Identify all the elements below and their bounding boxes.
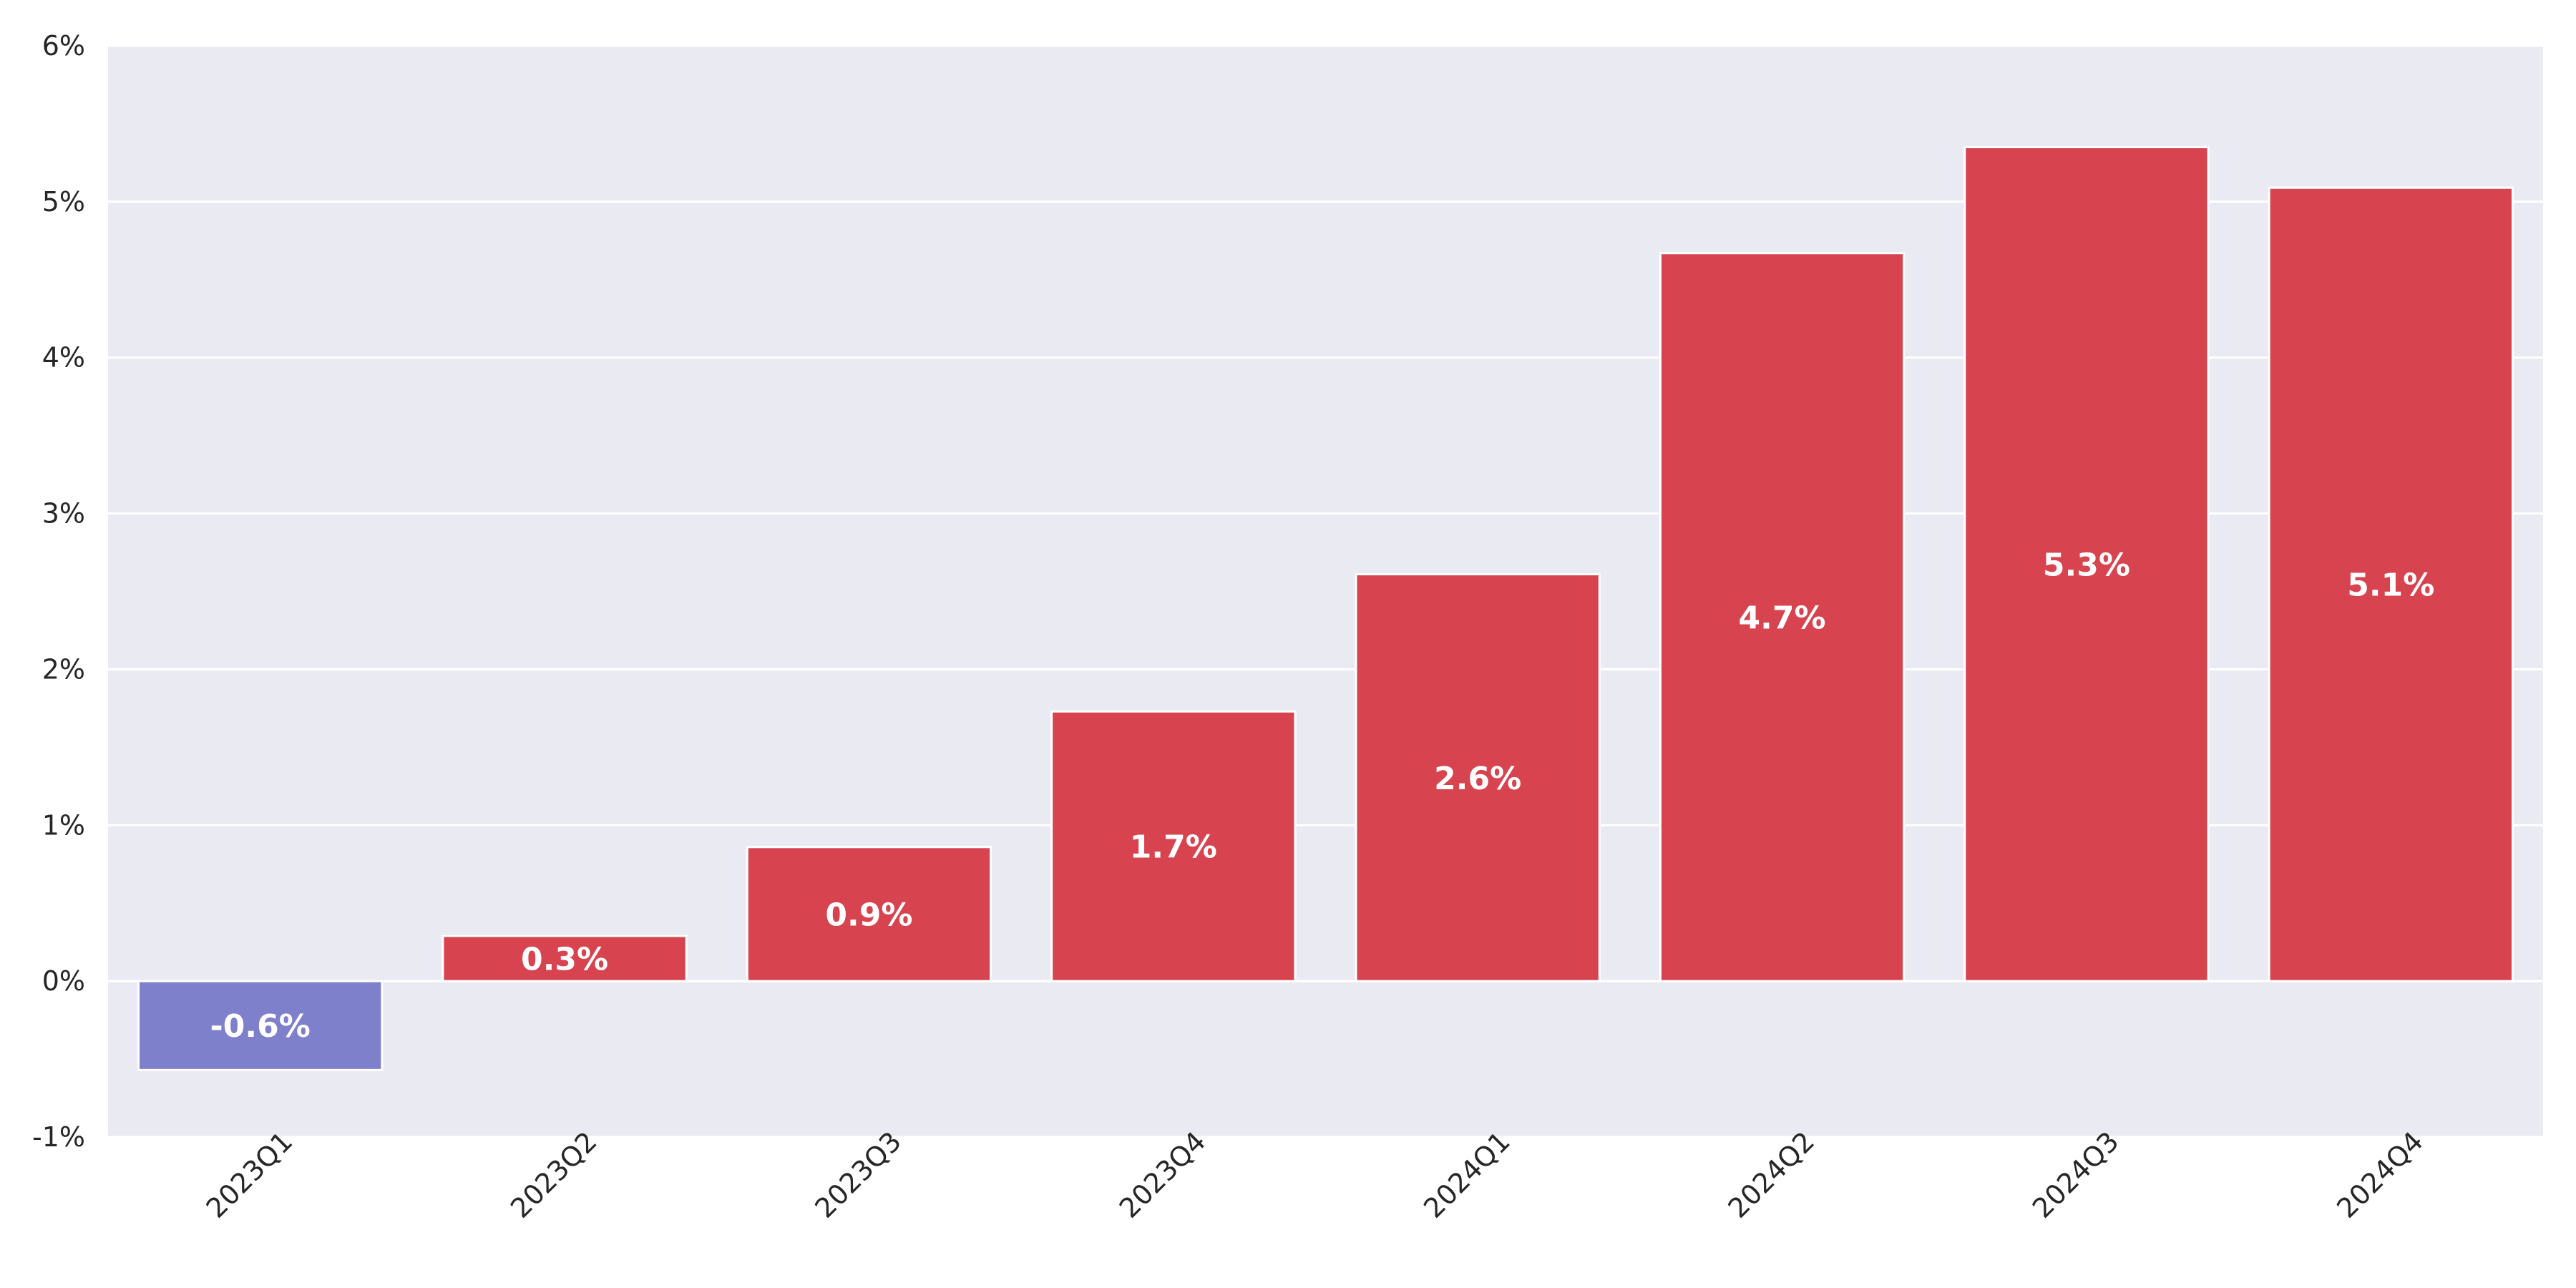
y-tick-label: -1%	[32, 1121, 85, 1153]
x-tick-label: 2024Q3	[2026, 1126, 2125, 1224]
y-axis: -1% 0% 1% 2% 3% 4% 5% 6%	[32, 30, 85, 1153]
bar-value-label: 4.7%	[1739, 600, 1826, 636]
y-tick-label: 5%	[42, 186, 85, 218]
x-tick-label: 2023Q4	[1113, 1126, 1212, 1224]
bar	[441, 935, 688, 982]
bar-value-label: 5.1%	[2347, 567, 2434, 604]
y-tick-label: 2%	[42, 653, 85, 685]
bar	[1659, 252, 1906, 982]
x-tick-label: 2024Q1	[1418, 1126, 1516, 1224]
x-tick-label: 2024Q2	[1722, 1126, 1820, 1224]
y-tick-label: 0%	[42, 965, 85, 997]
bar	[1963, 146, 2210, 982]
y-tick-label: 6%	[42, 30, 85, 62]
y-tick-label: 1%	[42, 809, 85, 841]
bar-value-label: 1.7%	[1130, 829, 1217, 866]
bar-value-label: -0.6%	[210, 1008, 311, 1045]
x-tick-label: 2024Q4	[2331, 1126, 2429, 1224]
bar-value-label: 2.6%	[1434, 761, 1521, 797]
bar-value-label: 0.9%	[825, 897, 912, 933]
x-axis: 2023Q1 2023Q2 2023Q3 2023Q4 2024Q1 2024Q2 2024…	[200, 1126, 2429, 1224]
bar	[1050, 710, 1297, 982]
bar-value-label: 5.3%	[2043, 547, 2130, 583]
bar	[2268, 186, 2514, 982]
y-tick-label: 4%	[42, 342, 85, 374]
y-tick-label: 3%	[42, 498, 85, 530]
bar	[1355, 573, 1601, 982]
bars	[137, 146, 2514, 1071]
bar	[746, 846, 992, 982]
x-tick-label: 2023Q1	[200, 1126, 299, 1224]
bar-data-labels: -0.6% 0.3% 0.9% 1.7% 2.6% 4.7% 5.3% 5.1%	[210, 547, 2435, 1045]
bar	[137, 980, 384, 1071]
x-tick-label: 2023Q3	[809, 1126, 907, 1224]
x-tick-label: 2023Q2	[504, 1126, 603, 1224]
bar-value-label: 0.3%	[521, 942, 608, 978]
